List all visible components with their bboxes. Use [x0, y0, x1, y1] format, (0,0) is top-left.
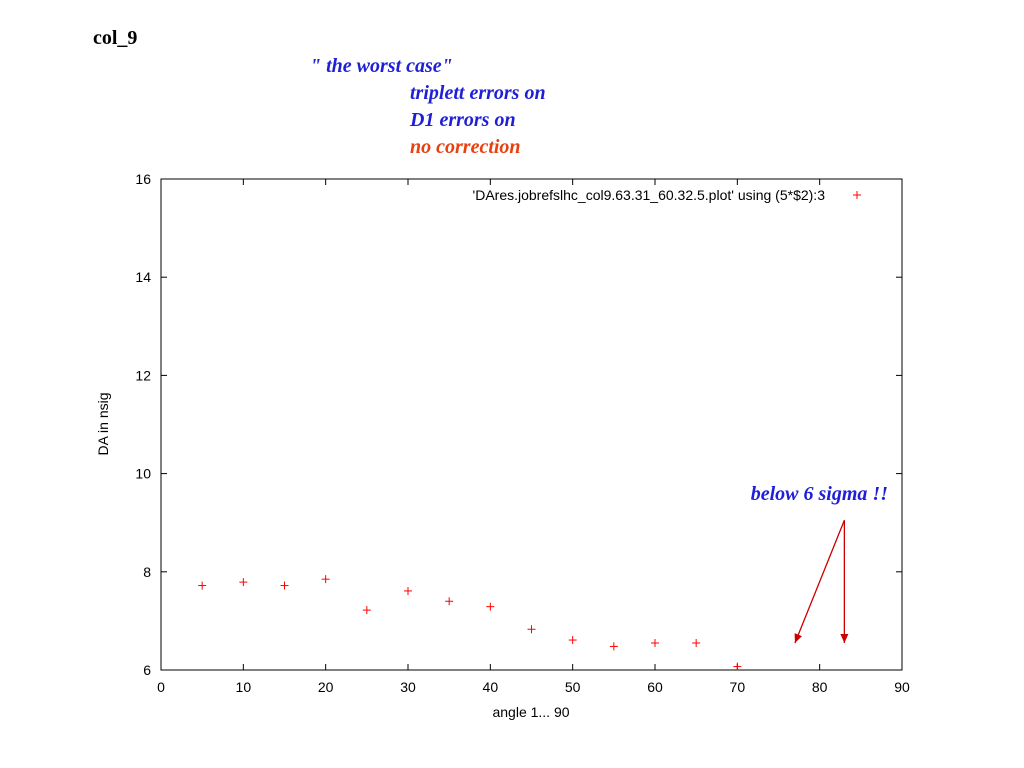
x-tick-label: 0 [157, 679, 165, 695]
data-point [239, 578, 248, 587]
x-tick-label: 90 [894, 679, 910, 695]
legend-marker [853, 191, 861, 199]
axis-ticks [160, 178, 903, 671]
note-d1-errors: D1 errors on [410, 109, 516, 131]
axis-tick-labels: 0 10 20 30 40 50 60 70 80 90 6 8 10 12 14 16 [135, 171, 910, 695]
y-tick-label: 8 [143, 564, 151, 580]
legend-plus [853, 191, 861, 199]
y-tick-label: 6 [143, 662, 151, 678]
y-tick-label: 14 [135, 269, 151, 285]
data-points [198, 575, 742, 671]
plot-frame [160, 178, 903, 671]
y-axis-label: DA in nsig [95, 392, 111, 455]
data-point [651, 638, 659, 647]
data-point [609, 642, 618, 651]
annotation-text: below 6 sigma !! [751, 483, 888, 505]
annotation-arrows [794, 520, 849, 644]
data-point [198, 581, 207, 590]
data-point [568, 636, 577, 645]
data-point [527, 625, 536, 634]
data-point [321, 575, 330, 584]
x-tick-label: 30 [400, 679, 416, 695]
y-tick-label: 10 [135, 466, 151, 482]
note-worst-case: " the worst case" [310, 55, 453, 77]
data-point [362, 606, 371, 615]
legend-label: 'DAres.jobrefslhc_col9.63.31_60.32.5.plo… [473, 187, 826, 203]
x-tick-label: 70 [730, 679, 746, 695]
data-point [692, 638, 701, 647]
x-tick-label: 60 [647, 679, 663, 695]
annotation-arrow [794, 520, 845, 644]
x-axis-label: angle 1... 90 [492, 704, 569, 720]
x-tick-label: 20 [318, 679, 334, 695]
data-point [486, 602, 495, 611]
data-point [404, 586, 412, 595]
slide-label: col_9 [93, 27, 138, 49]
data-point [733, 662, 742, 671]
x-tick-label: 80 [812, 679, 828, 695]
y-tick-label: 16 [135, 171, 151, 187]
note-triplett-errors: triplett errors on [410, 82, 546, 104]
data-point [280, 581, 289, 590]
x-tick-label: 40 [483, 679, 499, 695]
x-tick-label: 10 [236, 679, 252, 695]
note-no-correction: no correction [410, 136, 521, 158]
x-tick-label: 50 [565, 679, 581, 695]
data-point [445, 597, 454, 606]
y-tick-label: 12 [135, 367, 151, 383]
